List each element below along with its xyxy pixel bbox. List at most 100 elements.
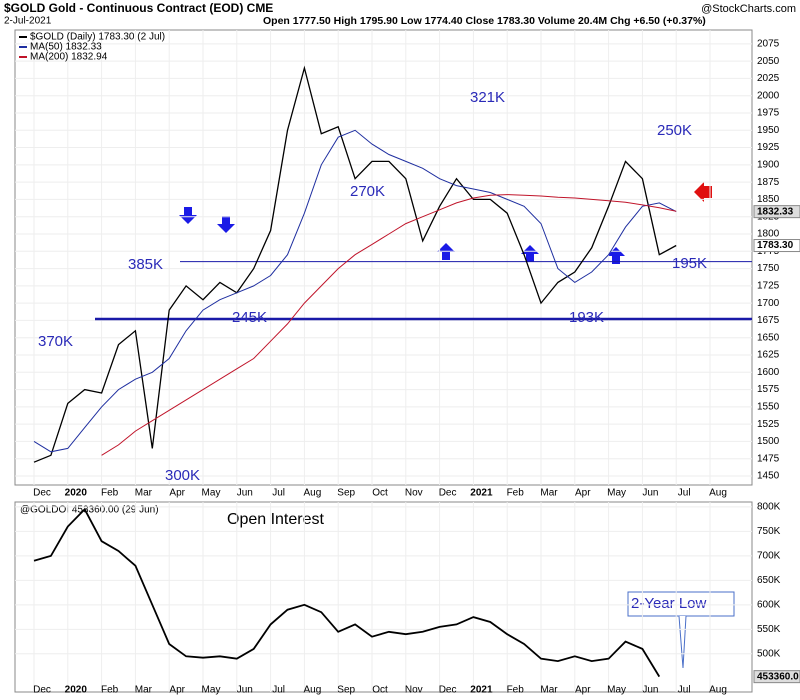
y-tick-label: 1725	[757, 280, 780, 291]
volume-annotation: 385K	[128, 256, 163, 273]
x-tick-label: Feb	[101, 685, 119, 696]
y-tick-label: 1800	[757, 229, 780, 240]
x-tick-label: Jun	[642, 685, 658, 696]
callout-text: 2-Year Low	[631, 595, 706, 612]
x-tick-label: 2020	[65, 685, 88, 696]
price-tag-label: 453360.0	[757, 671, 799, 682]
x-tick-label: Apr	[169, 488, 185, 499]
chart-title: $GOLD Gold - Continuous Contract (EOD) C…	[4, 1, 273, 15]
x-tick-label: Feb	[101, 488, 119, 499]
y-tick-label: 1650	[757, 332, 780, 343]
x-tick-label: Aug	[709, 685, 727, 696]
volume-annotation: 245K	[232, 309, 267, 326]
legend-entry: $GOLD (Daily) 1783.30 (2 Jul)	[30, 32, 165, 43]
x-tick-label: Jun	[642, 488, 658, 499]
x-tick-label: Sep	[337, 685, 355, 696]
x-tick-label: Jun	[237, 488, 253, 499]
oi-title: Open Interest	[227, 511, 325, 528]
y-tick-label: 1875	[757, 177, 780, 188]
price-tag	[753, 670, 800, 684]
volume-annotation: 370K	[38, 333, 73, 350]
price-tag	[753, 239, 800, 253]
price-tag-label: 1832.33	[757, 206, 794, 217]
x-tick-label: Nov	[405, 685, 423, 696]
series-line	[33, 129, 677, 453]
x-tick-label: Dec	[439, 488, 457, 499]
y-tick-label: 700K	[757, 551, 781, 562]
legend-entry: MA(200) 1832.94	[30, 52, 108, 63]
y-tick-label: 1850	[757, 194, 780, 205]
y-tick-label: 550K	[757, 624, 781, 635]
x-tick-label: Aug	[709, 488, 727, 499]
x-tick-label: 2021	[470, 488, 493, 499]
x-tick-label: May	[607, 685, 626, 696]
y-tick-label: 1700	[757, 298, 780, 309]
y-tick-label: 2075	[757, 38, 780, 49]
y-tick-label: 2050	[757, 56, 780, 67]
y-tick-label: 1625	[757, 350, 780, 361]
x-tick-label: Apr	[169, 685, 185, 696]
x-tick-label: Jul	[678, 685, 691, 696]
credit: @StockCharts.com	[701, 3, 796, 15]
y-tick-label: 1550	[757, 402, 780, 413]
y-tick-label: 500K	[757, 648, 781, 659]
x-tick-label: Nov	[405, 488, 423, 499]
y-tick-label: 1600	[757, 367, 780, 378]
price-tag-label: 1783.30	[757, 240, 794, 251]
y-tick-label: 2000	[757, 90, 780, 101]
x-tick-label: Jul	[678, 488, 691, 499]
y-tick-label: 1575	[757, 384, 780, 395]
volume-annotation: 250K	[657, 122, 692, 139]
y-tick-label: 1450	[757, 471, 780, 482]
y-tick-label: 600K	[757, 599, 781, 610]
y-tick-label: 1750	[757, 263, 780, 274]
quote: Open 1777.50 High 1795.90 Low 1774.40 Cl…	[263, 15, 706, 27]
x-tick-label: Dec	[33, 685, 51, 696]
volume-annotation: 270K	[350, 183, 385, 200]
x-tick-label: Sep	[337, 488, 355, 499]
x-tick-label: Dec	[439, 685, 457, 696]
y-tick-label: 650K	[757, 575, 781, 586]
y-tick-label: 750K	[757, 526, 781, 537]
x-tick-label: Aug	[304, 685, 322, 696]
x-tick-label: May	[202, 685, 221, 696]
y-tick-label: 1925	[757, 142, 780, 153]
y-tick-label: 800K	[757, 502, 781, 513]
volume-annotation: 195K	[672, 255, 707, 272]
volume-annotation: 300K	[165, 467, 200, 484]
series-line	[33, 65, 677, 463]
x-tick-label: Mar	[135, 685, 153, 696]
price-panel	[14, 29, 753, 486]
series-line	[101, 194, 677, 456]
y-tick-label: 1525	[757, 419, 780, 430]
x-tick-label: Feb	[507, 685, 525, 696]
x-tick-label: 2021	[470, 685, 493, 696]
series-line	[33, 507, 661, 678]
legend-entry: MA(50) 1832.33	[30, 42, 102, 53]
x-tick-label: Mar	[135, 488, 153, 499]
y-tick-label: 1675	[757, 315, 780, 326]
date: 2-Jul-2021	[4, 16, 52, 27]
price-tag	[753, 205, 800, 219]
x-tick-label: May	[607, 488, 626, 499]
x-tick-label: Dec	[33, 488, 51, 499]
x-tick-label: Aug	[304, 488, 322, 499]
x-tick-label: 2020	[65, 488, 88, 499]
volume-annotation: 193K	[569, 309, 604, 326]
y-tick-label: 1900	[757, 159, 780, 170]
oi-legend: @GOLDOI 453360.00 (29 Jun)	[20, 505, 159, 516]
x-tick-label: May	[202, 488, 221, 499]
x-tick-label: Jul	[272, 488, 285, 499]
x-tick-label: Oct	[372, 685, 388, 696]
x-tick-label: Apr	[575, 488, 591, 499]
y-tick-label: 1500	[757, 436, 780, 447]
x-tick-label: Jun	[237, 685, 253, 696]
volume-annotation: 321K	[470, 89, 505, 106]
x-tick-label: Feb	[507, 488, 525, 499]
x-tick-label: Apr	[575, 685, 591, 696]
y-tick-label: 2025	[757, 73, 780, 84]
x-tick-label: Jul	[272, 685, 285, 696]
x-tick-label: Mar	[540, 685, 558, 696]
y-tick-label: 1950	[757, 125, 780, 136]
